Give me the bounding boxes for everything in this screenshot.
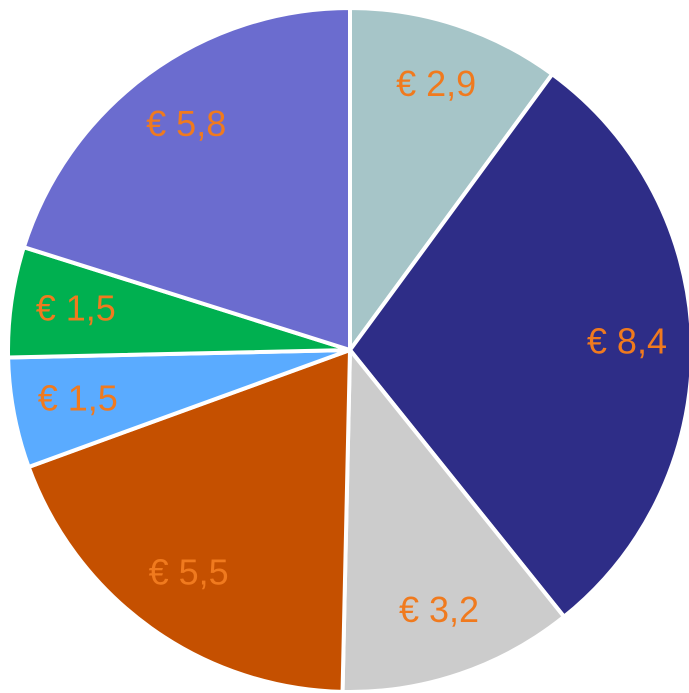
- data-label: € 2,9: [396, 63, 476, 104]
- pie-slice: [21, 6, 352, 352]
- data-label: € 5,5: [149, 552, 229, 593]
- pie-slice: [348, 72, 689, 619]
- data-label: € 8,4: [587, 320, 667, 361]
- data-label: € 5,8: [146, 103, 226, 144]
- data-label: € 1,5: [38, 378, 118, 419]
- pie-slice: [26, 348, 352, 693]
- pie-slice: [340, 348, 567, 693]
- data-label: € 3,2: [399, 589, 479, 630]
- data-label: € 1,5: [36, 287, 116, 328]
- pie-slice: [348, 6, 555, 352]
